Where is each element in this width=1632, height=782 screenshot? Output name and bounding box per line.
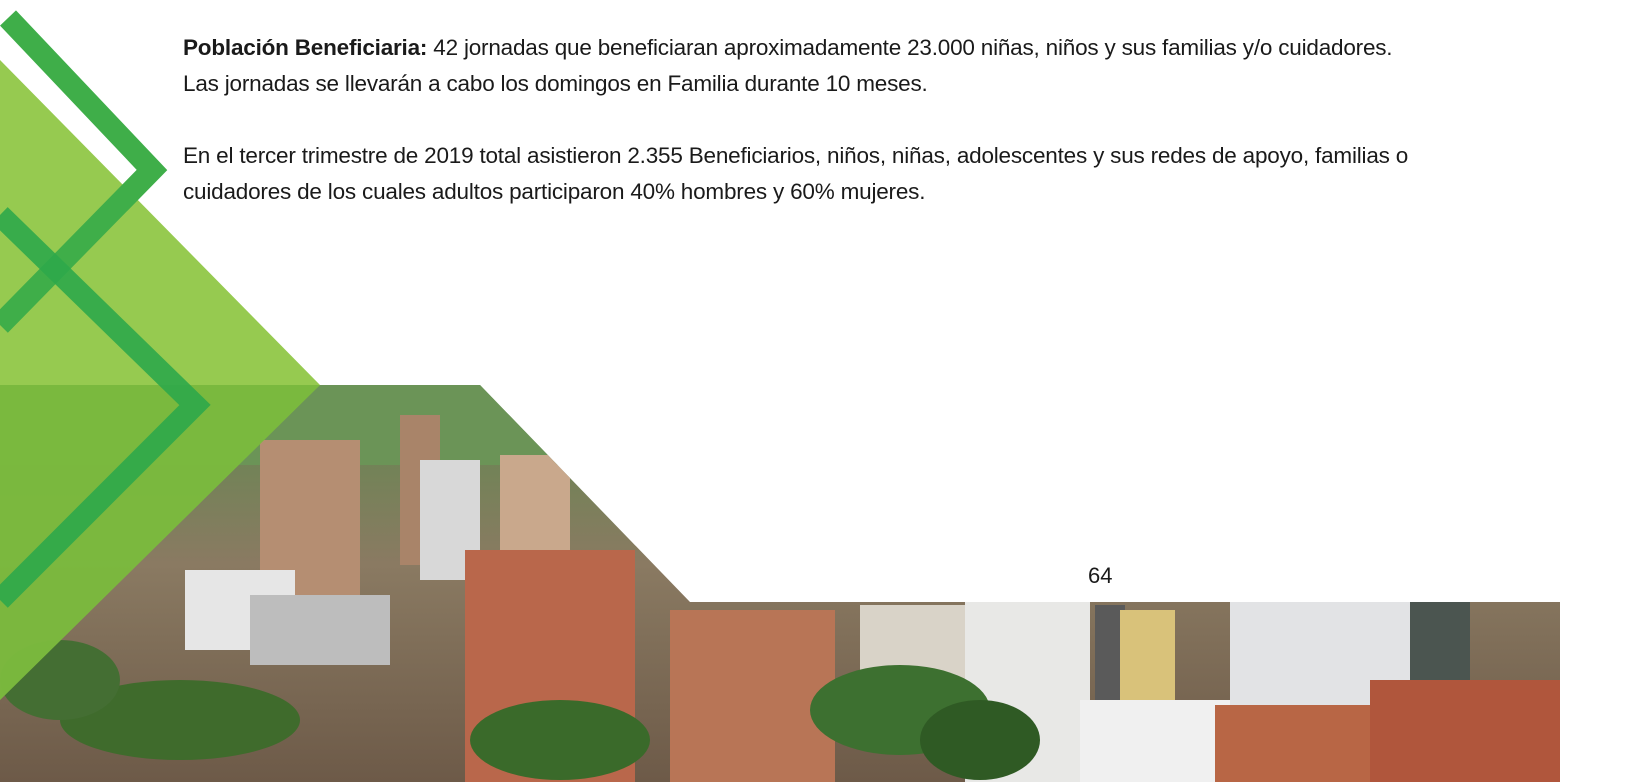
text: En el tercer trimestre de 2019 total asi… [183, 143, 1409, 204]
page-number: 64 [1088, 563, 1113, 588]
body-text: Población Beneficiaria: 42 jornadas que … [183, 30, 1423, 246]
paragraph: En el tercer trimestre de 2019 total asi… [183, 138, 1423, 210]
paragraph: Población Beneficiaria: 42 jornadas que … [183, 30, 1423, 102]
label: Población Beneficiaria: [183, 35, 428, 60]
text: 42 jornadas que beneficiaran aproximadam… [183, 35, 1393, 96]
